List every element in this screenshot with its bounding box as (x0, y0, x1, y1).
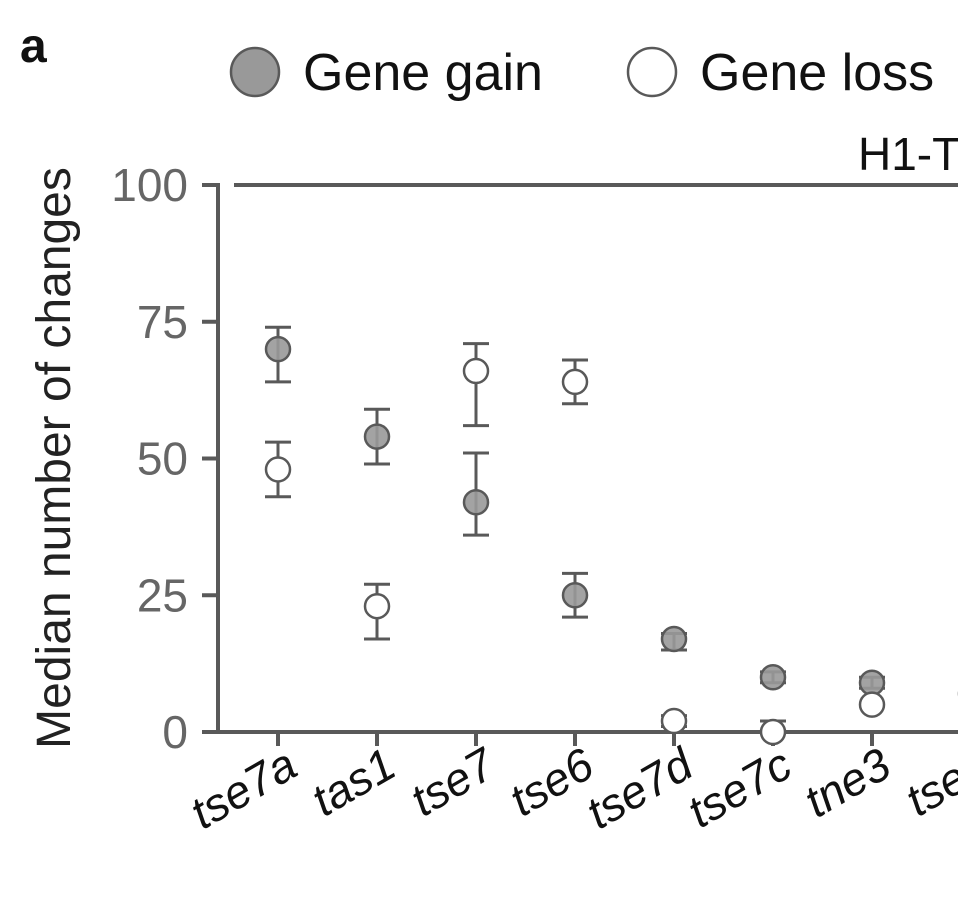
loss-point (759, 718, 787, 746)
gain-point (759, 664, 787, 691)
loss-point (858, 691, 886, 718)
x-tick-label: tse7 (402, 737, 505, 826)
gain-point (363, 423, 391, 450)
x-tick-label: tne3 (795, 737, 899, 827)
legend-gain-marker (229, 46, 281, 98)
facet-title: H1-T (858, 128, 958, 180)
y-tick-label: 50 (137, 433, 188, 485)
gain-point (462, 489, 490, 516)
x-tick-label: tse7c (679, 738, 800, 838)
y-tick-label: 100 (111, 159, 188, 211)
x-tick-label: tse6 (501, 737, 603, 826)
legend-gain-label: Gene gain (303, 44, 543, 102)
gain-point (858, 669, 886, 697)
y-axis-label: Median number of changes (28, 167, 81, 749)
y-tick-label: 0 (162, 706, 188, 758)
legend: Gene gain Gene loss (229, 44, 934, 102)
loss-point (561, 368, 589, 396)
panel-label: a (20, 20, 47, 73)
gain-point (561, 582, 589, 609)
x-tick-label: tse7a (182, 738, 305, 839)
legend-loss-label: Gene loss (700, 44, 934, 102)
loss-point (264, 456, 292, 483)
loss-point (363, 592, 391, 620)
axes: 0255075100tse7atas1tse7tse6tse7dtse7ctne… (111, 159, 958, 839)
loss-point (462, 357, 490, 385)
gain-point (660, 625, 688, 653)
gain-point (264, 335, 292, 363)
x-tick-label: tas1 (303, 738, 404, 827)
x-tick-label: tse7 (897, 737, 958, 826)
loss-point (660, 707, 688, 735)
y-tick-label: 25 (137, 569, 188, 621)
legend-loss-marker (626, 46, 678, 98)
x-tick-label: tse7d (578, 737, 703, 839)
y-tick-label: 75 (137, 296, 188, 348)
data-marks (264, 325, 958, 746)
